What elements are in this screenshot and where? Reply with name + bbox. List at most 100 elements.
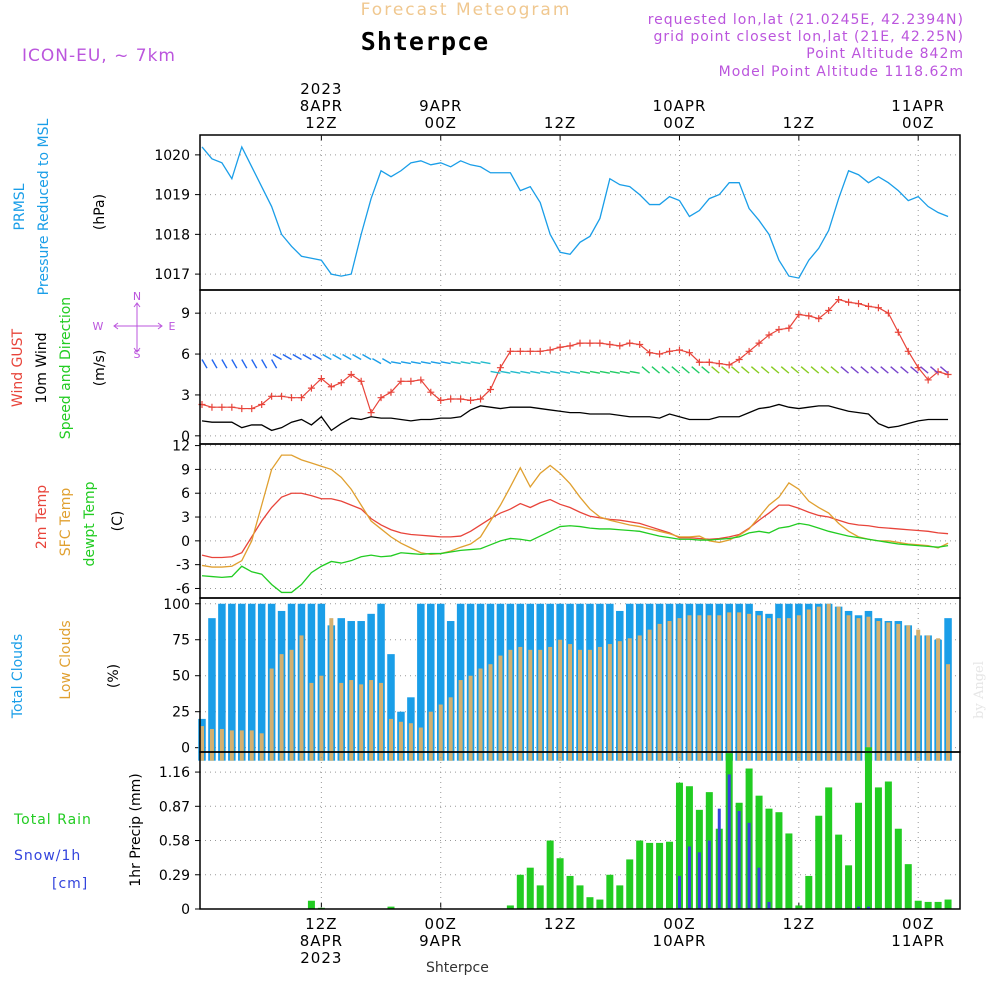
wind-direction-arrow-icon bbox=[850, 366, 859, 374]
low-clouds-bar bbox=[558, 639, 563, 761]
gust-point bbox=[775, 326, 783, 334]
wind-direction-arrow-icon bbox=[362, 353, 372, 361]
bottom-time-label: 2023 bbox=[300, 949, 342, 967]
sfc-temp-label: SFC Temp bbox=[58, 488, 74, 557]
y-tick-label: -3 bbox=[176, 558, 190, 574]
low-clouds-bar bbox=[946, 664, 951, 761]
wind-10m-label: 10m Wind bbox=[34, 332, 50, 403]
forecast-label: Forecast Meteogram bbox=[361, 0, 572, 20]
snow-bar bbox=[767, 901, 771, 909]
gust-point bbox=[218, 403, 226, 411]
rain-bar bbox=[884, 781, 892, 909]
top-time-label: 8APR bbox=[300, 97, 343, 115]
gust-point bbox=[666, 347, 674, 355]
wind-direction-arrow-icon bbox=[201, 359, 208, 369]
temp2m-line bbox=[201, 492, 949, 559]
gust-point bbox=[486, 385, 494, 393]
wind-direction-arrow-icon bbox=[721, 366, 730, 374]
gust-point bbox=[815, 315, 823, 323]
gust-point bbox=[725, 361, 733, 369]
wind-direction-arrow-icon bbox=[271, 359, 278, 369]
wind-direction-arrow-icon bbox=[800, 366, 810, 374]
wind-direction-arrow-icon bbox=[939, 366, 949, 374]
top-time-label: 12Z bbox=[783, 114, 815, 132]
rain-bar bbox=[864, 747, 872, 909]
wind-direction-arrow-icon bbox=[400, 361, 412, 365]
low-clouds-bar bbox=[259, 733, 264, 761]
wind-direction-arrow-icon bbox=[770, 366, 780, 374]
snow-bar bbox=[717, 808, 721, 909]
low-clouds-bar bbox=[359, 684, 364, 761]
gust-point bbox=[606, 341, 614, 349]
gust-point bbox=[685, 349, 693, 357]
bottom-time-label: 10APR bbox=[653, 932, 707, 950]
wind-direction-arrow-icon bbox=[241, 359, 248, 369]
low-clouds-bar bbox=[936, 638, 941, 761]
low-clouds-bar bbox=[667, 621, 672, 761]
clouds-panel: 0 25 50 75 100 bbox=[163, 597, 961, 761]
rain-bar bbox=[914, 900, 922, 909]
bottom-time-label: 12Z bbox=[783, 915, 815, 933]
top-time-label: 00Z bbox=[425, 114, 457, 132]
low-clouds-bar bbox=[587, 649, 592, 761]
gust-point bbox=[825, 306, 833, 314]
wind-direction-arrow-icon bbox=[760, 366, 770, 374]
total-clouds-bar bbox=[436, 603, 445, 761]
c-unit-label: (C) bbox=[110, 511, 126, 532]
gust-point bbox=[258, 400, 266, 408]
snow-bar bbox=[737, 811, 741, 909]
total-clouds-bar bbox=[387, 654, 395, 761]
gust-point bbox=[347, 370, 355, 378]
rain-bar bbox=[944, 899, 952, 909]
wind-direction-arrow-icon bbox=[450, 361, 461, 365]
gust-point bbox=[526, 347, 534, 355]
pressure-line bbox=[201, 145, 949, 279]
rain-bar bbox=[805, 875, 813, 909]
rain-bar bbox=[307, 900, 315, 909]
dewpt-line bbox=[201, 522, 949, 594]
gust-point bbox=[288, 394, 296, 402]
total-clouds-bar bbox=[417, 603, 425, 761]
wind-direction-arrow-icon bbox=[599, 370, 610, 374]
wind-direction-arrow-icon bbox=[352, 353, 362, 361]
gust-point bbox=[884, 309, 892, 317]
low-clouds-bar bbox=[309, 682, 314, 761]
snow-bar bbox=[677, 875, 681, 909]
gust-point bbox=[864, 302, 872, 310]
rain-bar bbox=[646, 842, 654, 909]
rain-bar bbox=[904, 864, 912, 909]
wind-direction-arrow-icon bbox=[860, 366, 869, 374]
wind-direction-arrow-icon bbox=[711, 366, 720, 374]
top-time-label: 00Z bbox=[663, 114, 695, 132]
rain-bar bbox=[656, 842, 664, 909]
temperature-panel: -6 -3 0 3 6 9 12 bbox=[172, 439, 961, 599]
gust-point bbox=[317, 375, 325, 383]
wind-speed-dir-label: Speed and Direction bbox=[58, 297, 74, 439]
gust-point bbox=[477, 395, 485, 403]
gust-point bbox=[904, 347, 912, 355]
wind-direction-arrow-icon bbox=[840, 366, 850, 374]
rain-bar bbox=[586, 897, 594, 909]
y-tick-label: 1017 bbox=[154, 267, 190, 283]
gust-point bbox=[556, 343, 564, 351]
wind-direction-arrow-icon bbox=[332, 353, 342, 361]
low-clouds-bar bbox=[906, 625, 911, 761]
wind-direction-arrow-icon bbox=[420, 361, 431, 365]
low-clouds-bar bbox=[538, 649, 543, 761]
low-clouds-bar bbox=[727, 612, 732, 761]
low-clouds-bar bbox=[597, 646, 602, 761]
wind-direction-arrow-icon bbox=[490, 370, 501, 374]
rain-bar bbox=[874, 787, 882, 909]
low-clouds-bar bbox=[488, 664, 493, 761]
total-clouds-bar bbox=[208, 618, 216, 761]
gust-point bbox=[566, 342, 574, 350]
wind-direction-arrow-icon bbox=[740, 366, 750, 374]
wind-direction-arrow-icon bbox=[681, 366, 690, 374]
low-clouds-bar bbox=[896, 623, 901, 761]
gust-point bbox=[297, 394, 305, 402]
low-clouds-bar bbox=[428, 711, 433, 761]
watermark: by Angel bbox=[972, 661, 987, 719]
